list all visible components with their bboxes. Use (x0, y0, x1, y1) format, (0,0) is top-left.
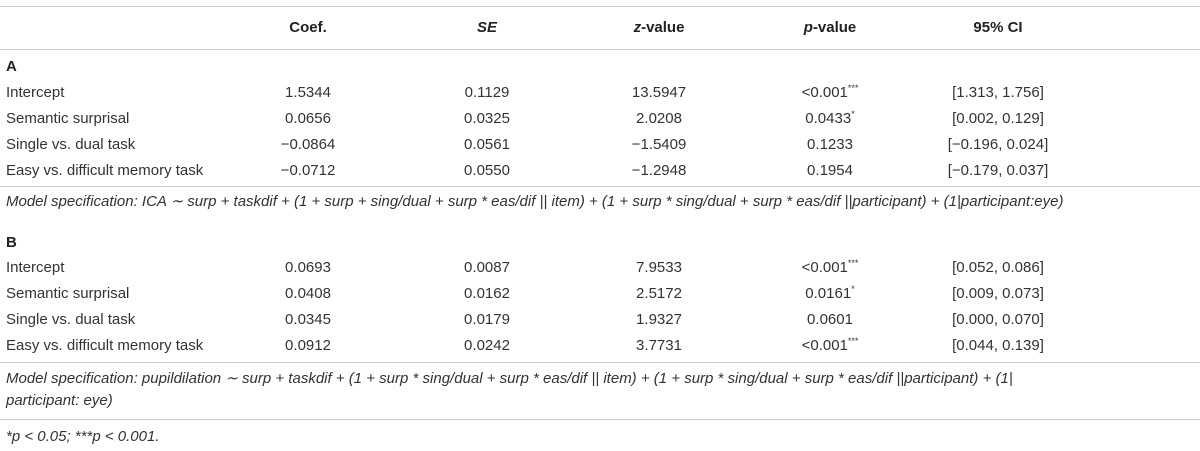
row-coef: −0.0712 (280, 162, 336, 179)
row-se: 0.0242 (464, 337, 510, 354)
header-coef: Coef. (289, 19, 327, 36)
row-p-mark: *** (847, 258, 859, 268)
row-se: 0.0162 (464, 285, 510, 302)
row-label: Intercept (6, 84, 65, 101)
section-a-model-spec: Model specification: ICA ∼ surp + taskdi… (6, 193, 1064, 210)
row-label: Intercept (6, 259, 65, 276)
row-z: 13.5947 (631, 84, 687, 101)
row-se: 0.0179 (464, 311, 510, 328)
row-p-value: 0.0161 (805, 285, 852, 302)
row-se: 0.0325 (464, 110, 510, 127)
section-b-spec-rule (0, 362, 1200, 363)
row-ci: [−0.196, 0.024] (947, 136, 1049, 153)
row-label: Single vs. dual task (6, 311, 136, 328)
row-coef: 0.0408 (285, 285, 331, 302)
header-ci: 95% CI (973, 19, 1023, 36)
bottom-rule (0, 419, 1200, 420)
header-z-value: z-value (634, 19, 685, 37)
row-p: 0.1233 (807, 136, 853, 154)
header-z-italic: z (633, 19, 642, 36)
row-p-value: 0.0601 (807, 311, 853, 328)
row-p: 0.0161* (805, 285, 854, 303)
section-b-model-spec-line2: participant: eye) (6, 392, 113, 409)
row-p-mark: * (851, 109, 855, 119)
row-p-value: 0.0433 (805, 110, 852, 127)
row-p-mark: *** (847, 336, 859, 346)
header-p-italic: p (803, 19, 813, 36)
row-z: 3.7731 (636, 337, 682, 354)
header-z-rest: -value (641, 19, 685, 36)
section-a-spec-rule (0, 186, 1200, 187)
header-rule (0, 49, 1200, 50)
top-rule (0, 6, 1200, 7)
row-p-value: <0.001 (801, 337, 848, 354)
row-p: <0.001*** (802, 84, 859, 102)
row-p-mark: * (851, 284, 855, 294)
row-p: 0.0433* (805, 110, 854, 128)
row-z: 2.0208 (636, 110, 682, 127)
row-label: Easy vs. difficult memory task (6, 337, 204, 354)
footnote: *p < 0.05; ***p < 0.001. (6, 428, 160, 445)
row-p-value: <0.001 (801, 84, 848, 101)
row-label: Semantic surprisal (6, 110, 130, 127)
row-label: Semantic surprisal (6, 285, 130, 302)
row-z: 7.9533 (636, 259, 682, 276)
row-p-value: <0.001 (801, 259, 848, 276)
row-ci: [0.000, 0.070] (952, 311, 1044, 328)
row-coef: 0.0656 (285, 110, 331, 127)
row-coef: 0.0693 (285, 259, 331, 276)
row-z: −1.2948 (631, 162, 687, 179)
row-ci: [0.002, 0.129] (952, 110, 1044, 127)
row-p-value: 0.1954 (807, 162, 853, 179)
header-p-rest: -value (812, 19, 857, 36)
row-p-mark: *** (847, 83, 859, 93)
row-coef: −0.0864 (280, 136, 336, 153)
row-ci: [0.009, 0.073] (952, 285, 1044, 302)
row-p: 0.1954 (807, 162, 853, 180)
header-se: SE (476, 19, 498, 36)
row-ci: [−0.179, 0.037] (947, 162, 1049, 179)
row-z: −1.5409 (631, 136, 687, 153)
row-label: Single vs. dual task (6, 136, 136, 153)
section-b-model-spec-line1: Model specification: pupildilation ∼ sur… (6, 370, 1013, 387)
row-coef: 0.0912 (285, 337, 331, 354)
row-ci: [1.313, 1.756] (952, 84, 1044, 101)
row-p: <0.001*** (802, 259, 859, 277)
row-se: 0.0550 (464, 162, 510, 179)
row-ci: [0.052, 0.086] (952, 259, 1044, 276)
row-label: Easy vs. difficult memory task (6, 162, 204, 179)
section-a-label: A (6, 58, 17, 75)
row-p-value: 0.1233 (807, 136, 853, 153)
row-se: 0.0087 (464, 259, 510, 276)
row-se: 0.1129 (464, 84, 510, 101)
row-p: 0.0601 (807, 311, 853, 329)
header-p-value: p-value (804, 19, 857, 37)
row-se: 0.0561 (464, 136, 510, 153)
row-z: 2.5172 (636, 285, 682, 302)
section-b-label: B (6, 234, 17, 251)
row-p: <0.001*** (802, 337, 859, 355)
row-coef: 1.5344 (285, 84, 331, 101)
row-z: 1.9327 (636, 311, 682, 328)
row-ci: [0.044, 0.139] (952, 337, 1044, 354)
row-coef: 0.0345 (285, 311, 331, 328)
